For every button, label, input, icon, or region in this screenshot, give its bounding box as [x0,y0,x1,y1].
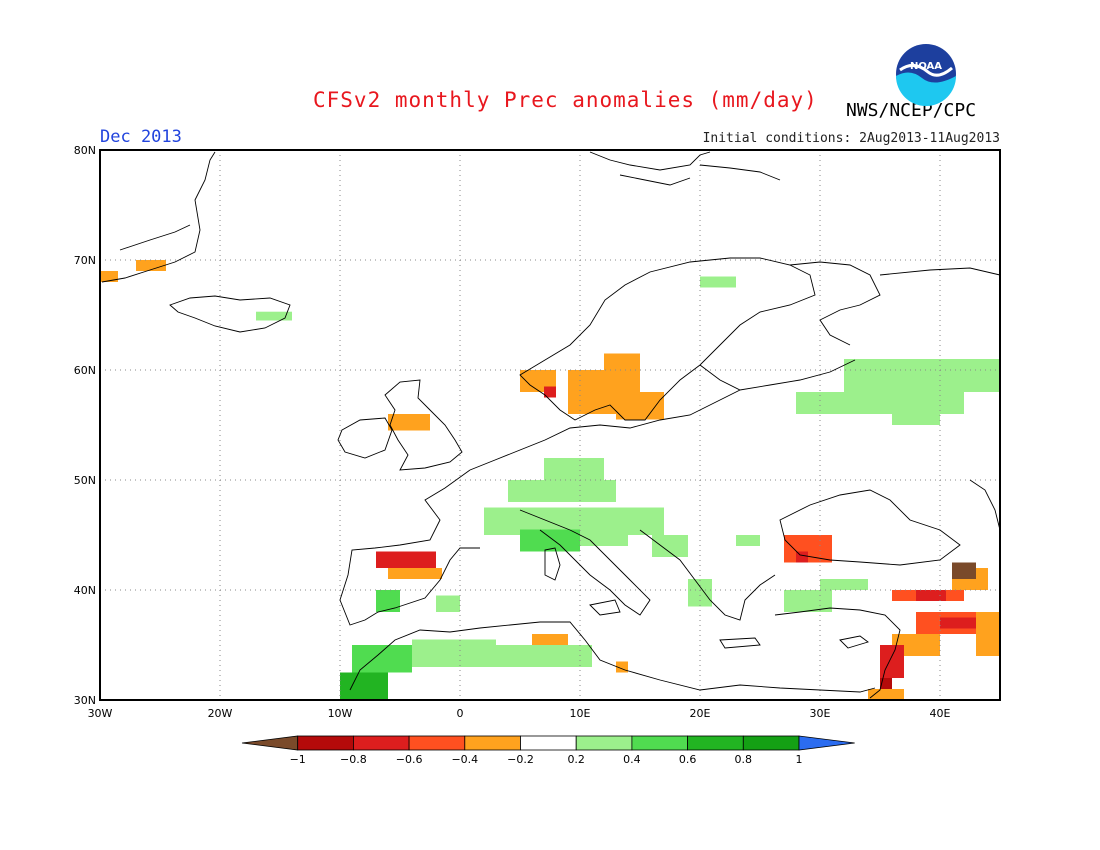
anomaly-cell-30 [688,579,712,607]
anomaly-cell-19 [736,535,760,546]
legend-bin-5 [520,735,577,751]
anomaly-cell-28 [532,634,568,645]
legend-bin-4 [464,735,521,751]
anomaly-cell-14 [508,480,616,502]
anomaly-cell-2 [256,311,292,321]
anomaly-cell-40 [940,617,976,629]
legend-bin-7 [631,735,689,751]
legend-arrow-low [241,735,299,751]
anomaly-cell-46 [616,661,628,673]
anomaly-cell-23 [436,595,460,612]
legend-tick-9: 1 [796,753,803,766]
lon-tick-1: 20W [208,707,233,720]
anomaly-cell-0 [100,271,118,282]
lon-tick-3: 0 [457,707,464,720]
anomaly-cell-16 [520,529,580,552]
lon-tick-2: 10W [328,707,353,720]
legend-tick-8: 0.8 [735,753,753,766]
anomaly-cells [100,260,1000,700]
anomaly-cell-18 [652,535,688,557]
legend-tick-2: −0.6 [396,753,423,766]
lon-tick-6: 30E [810,707,831,720]
legend-bin-9 [742,735,800,751]
legend-tick-5: 0.2 [567,753,585,766]
anomaly-cell-9 [700,276,736,288]
logo-text: NOAA [910,61,942,72]
anomaly-cell-3 [388,414,430,431]
legend-bin-3 [408,735,466,751]
lat-tick-2: 50N [74,474,96,487]
legend-tick-4: −0.2 [507,753,534,766]
legend-tick-1: −0.8 [340,753,367,766]
anomaly-cell-36 [916,590,946,601]
lon-tick-0: 30W [88,707,113,720]
lon-tick-7: 40E [930,707,951,720]
anomaly-cell-10 [796,392,964,414]
agency-label: NWS/NCEP/CPC [846,100,977,121]
anomaly-cell-24 [340,672,388,700]
legend-arrow-high [798,735,855,751]
anomaly-cell-34 [796,551,808,563]
anomaly-cell-12 [892,414,940,425]
initial-conditions-label: Initial conditions: 2Aug2013-11Aug2013 [702,131,1000,146]
lat-tick-1: 40N [74,584,96,597]
lon-tick-4: 10E [570,707,591,720]
legend-tick-7: 0.6 [679,753,697,766]
valid-month-label: Dec 2013 [100,127,182,147]
anomaly-cell-8 [544,386,556,398]
anomaly-cell-1 [136,260,166,271]
lat-tick-0: 30N [74,694,96,707]
anomaly-cell-32 [820,579,868,590]
anomaly-cell-44 [868,689,904,700]
legend-tick-labels: −1 −0.8 −0.6 −0.4 −0.2 0.2 0.4 0.6 0.8 1 [290,753,803,766]
legend-tick-0: −1 [290,753,306,766]
longitude-tick-labels: 30W 20W 10W 0 10E 20E 30E 40E [88,707,951,720]
anomaly-cell-13 [544,458,604,480]
lat-tick-3: 60N [74,364,96,377]
legend-bins [241,735,855,751]
noaa-logo: NOAA [896,44,956,106]
lat-tick-5: 80N [74,144,96,157]
latitude-tick-labels: 30N 40N 50N 60N 70N 80N [74,144,96,707]
legend-bin-8 [687,735,744,751]
lon-tick-5: 20E [690,707,711,720]
lat-tick-4: 70N [74,254,96,267]
map-title: CFSv2 monthly Prec anomalies (mm/day) [313,88,818,112]
legend-bin-6 [575,735,633,751]
coastlines [101,151,1001,699]
anomaly-cell-38 [952,562,976,579]
legend-tick-6: 0.4 [623,753,641,766]
anomaly-cell-6 [604,353,640,381]
map-frame [99,149,1001,701]
anomaly-cell-26 [412,639,496,667]
legend-bin-2 [352,735,410,751]
legend-tick-3: −0.4 [451,753,478,766]
anomaly-cell-11 [844,359,1000,392]
anomaly-cell-45 [976,612,1000,656]
legend-bin-1 [297,735,354,751]
anomaly-cell-20 [376,551,436,568]
anomaly-cell-22 [376,590,400,612]
anomaly-cell-43 [880,678,892,689]
anomaly-cell-21 [388,568,442,579]
